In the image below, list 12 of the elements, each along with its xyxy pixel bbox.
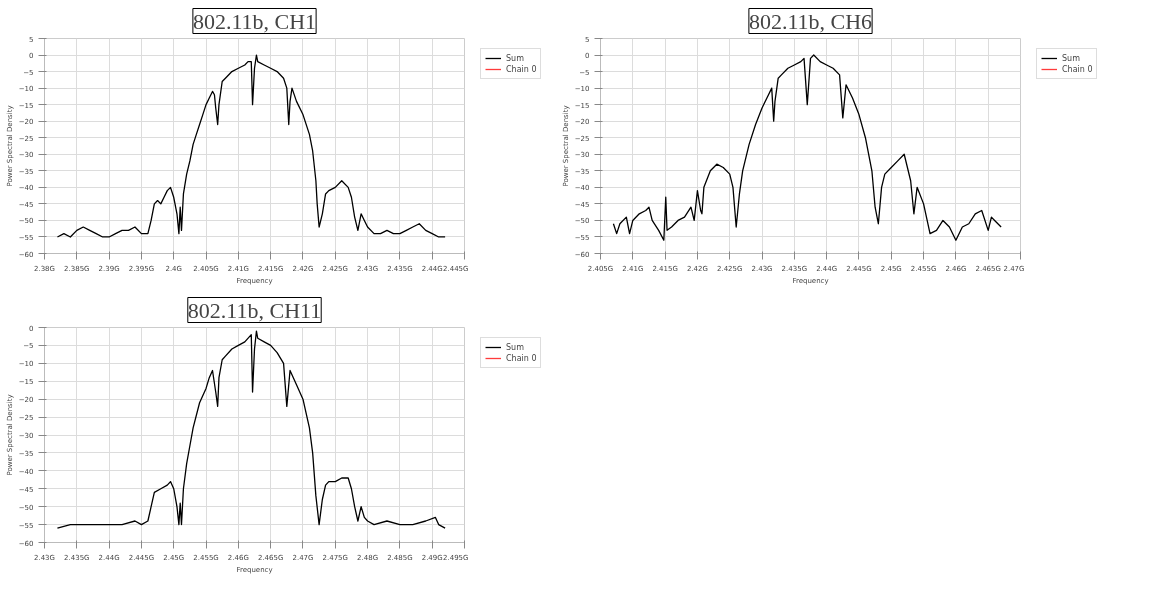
legend-label: Chain 0 (506, 353, 537, 363)
legend-label: Sum (506, 342, 525, 352)
legend-label: Sum (1062, 53, 1081, 63)
chart-title: 802.11b, CH6 (748, 8, 873, 34)
legend-label: Chain 0 (506, 64, 537, 74)
chart-title: 802.11b, CH1 (192, 8, 317, 34)
line-series (612, 54, 1002, 241)
legend-label: Chain 0 (1062, 64, 1093, 74)
chart-title: 802.11b, CH11 (187, 297, 322, 323)
line-series (56, 54, 446, 238)
line-series (56, 330, 446, 529)
legend-label: Sum (506, 53, 525, 63)
